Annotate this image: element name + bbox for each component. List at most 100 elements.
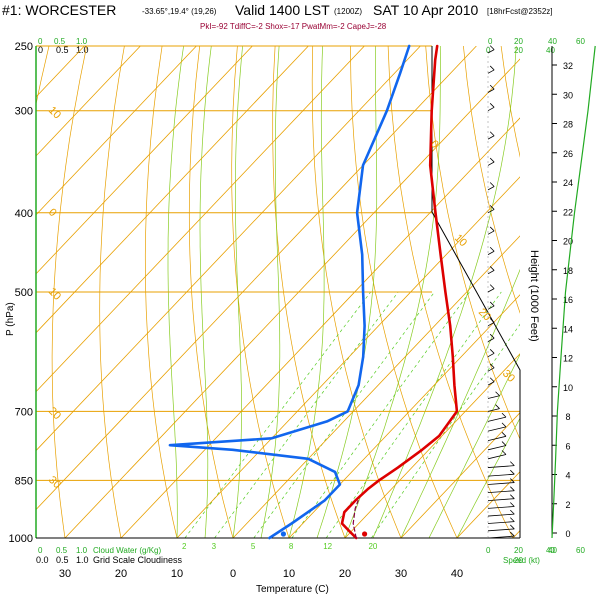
moist-adiabat-line: [400, 268, 520, 538]
speed-scale-tick: 0: [488, 37, 493, 46]
wind-barb-feather: [489, 157, 495, 163]
mixing-ratio-line: [184, 291, 371, 538]
wind-barb: [487, 161, 495, 166]
wind-barb: [487, 513, 515, 517]
wind-barb-feather: [510, 486, 515, 491]
wind-barb: [487, 250, 495, 255]
stability-indices: PkI=-92 TdiffC=-2 Shox=-17 PwatMm=-2 Cap…: [200, 22, 387, 31]
pressure-tick-label: 500: [15, 287, 33, 299]
y-axis-title: P (hPa): [5, 302, 16, 336]
height-tick-label: 16: [563, 295, 573, 305]
wind-barb: [487, 521, 515, 524]
wind-barb: [487, 88, 495, 93]
moist-adiabat-line: [344, 46, 441, 538]
wind-barb: [487, 395, 500, 399]
dry-adiabat-line: [500, 46, 520, 158]
wind-barbs: [487, 45, 515, 539]
height-tick-label: 10: [563, 383, 573, 393]
wind-barb-feather: [495, 391, 500, 397]
height-tick-label: 28: [563, 120, 573, 130]
wind-barb-feather: [510, 494, 515, 499]
dewpoint-line: [168, 44, 411, 540]
moist-adiabat-line: [199, 46, 212, 538]
wind-barb-feather: [489, 363, 495, 369]
mixing-ratio-label: 3: [212, 542, 217, 551]
dry-adiabat-line: [144, 46, 178, 538]
height-axis-title: Height (1000 Feet): [528, 250, 540, 342]
wind-barb: [487, 367, 495, 372]
wind-scale-tick: 40: [546, 546, 555, 555]
wind-barb: [487, 465, 515, 468]
wind-speed-profile: [551, 45, 596, 539]
height-tick-label: 26: [563, 149, 573, 159]
wind-barb-feather: [489, 182, 495, 187]
cloud-water-label: Cloud Water (g/Kg): [93, 546, 162, 555]
dry-adiabat-line: [51, 46, 88, 538]
wind-barb: [487, 473, 515, 477]
wind-barb-feather: [489, 131, 495, 137]
wind-scale-tick: 20: [514, 546, 523, 555]
pressure-ticks: 1000 850 700 500 400 300 250: [9, 41, 33, 545]
wind-barb-feather: [489, 284, 495, 289]
wind-barb-feather: [510, 478, 515, 483]
mixing-ratio-line: [253, 291, 435, 538]
dry-adiabat-line: [188, 46, 234, 538]
surface-dewpoint-marker: [280, 531, 286, 537]
temperature-tick-label: 20: [339, 568, 351, 580]
temperature-tick-label: 10: [171, 568, 183, 580]
pressure-tick-label: 1000: [9, 533, 33, 545]
pressure-tick-label: 850: [15, 475, 33, 487]
height-tick-label: 24: [563, 178, 573, 188]
moist-adiabat-line: [288, 46, 325, 538]
wind-barb: [487, 288, 495, 293]
wind-barb-feather: [510, 531, 515, 537]
height-tick-label: 8: [565, 412, 570, 422]
wind-scale-top: 0 20 40 0 20 40 60: [486, 37, 585, 55]
wind-barb: [487, 435, 507, 441]
wind-barb-feather: [510, 524, 515, 530]
wind-barb-feather: [489, 246, 495, 252]
moist-adiabat-line: [232, 46, 243, 538]
pressure-tick-label: 400: [15, 208, 33, 220]
height-tick-label: 20: [563, 237, 573, 247]
wind-barb: [487, 535, 515, 539]
dry-adiabat-line: [311, 46, 402, 538]
mixing-ratio-line: [291, 291, 470, 538]
wind-barb: [487, 416, 507, 422]
pressure-tick-label: 300: [15, 106, 33, 118]
dry-adiabat-line: [576, 46, 600, 538]
dry-adiabat-line: [272, 46, 346, 538]
temperature-tick-label: 10: [283, 568, 295, 580]
wind-barb: [487, 186, 495, 191]
wind-barb-feather: [489, 301, 495, 307]
isotherm-label: 30: [500, 368, 517, 385]
isotherm-label: 20: [476, 306, 493, 323]
wind-barb: [487, 445, 507, 451]
height-tick-label: 30: [563, 90, 573, 100]
wind-barb-feather: [501, 412, 507, 418]
moist-adiabat-line: [372, 46, 517, 538]
valid-time-utc: (1200Z): [334, 7, 362, 16]
wind-scale-tick: 0: [486, 46, 491, 55]
wind-barb-feather: [501, 432, 507, 437]
dry-adiabat-line: [99, 46, 125, 538]
mixing-ratio-line: [371, 323, 520, 538]
temperature-tick-label: 40: [451, 568, 463, 580]
speed-scale-tick: 40: [548, 37, 557, 46]
wind-barb: [487, 270, 495, 275]
wind-barb-feather: [510, 461, 515, 466]
moist-adiabat-line: [456, 417, 520, 538]
temperature-tick-label: 0: [230, 568, 236, 580]
wind-barb-feather: [489, 103, 495, 108]
wind-barb: [487, 305, 495, 310]
speed-scale-tick: 20: [514, 556, 523, 565]
cloud-water-tick: 1.0: [76, 546, 88, 555]
dry-adiabat-line: [387, 46, 514, 538]
dry-adiabat-line: [425, 46, 520, 440]
dry-adiabat-line: [463, 46, 520, 314]
mixing-ratio-labels: 2 3 5 8 12 20: [182, 542, 378, 551]
cloudiness-tick: 1.0: [76, 45, 89, 55]
speed-scale-tick: 40: [548, 546, 557, 555]
station-title: #1: WORCESTER: [2, 2, 116, 18]
